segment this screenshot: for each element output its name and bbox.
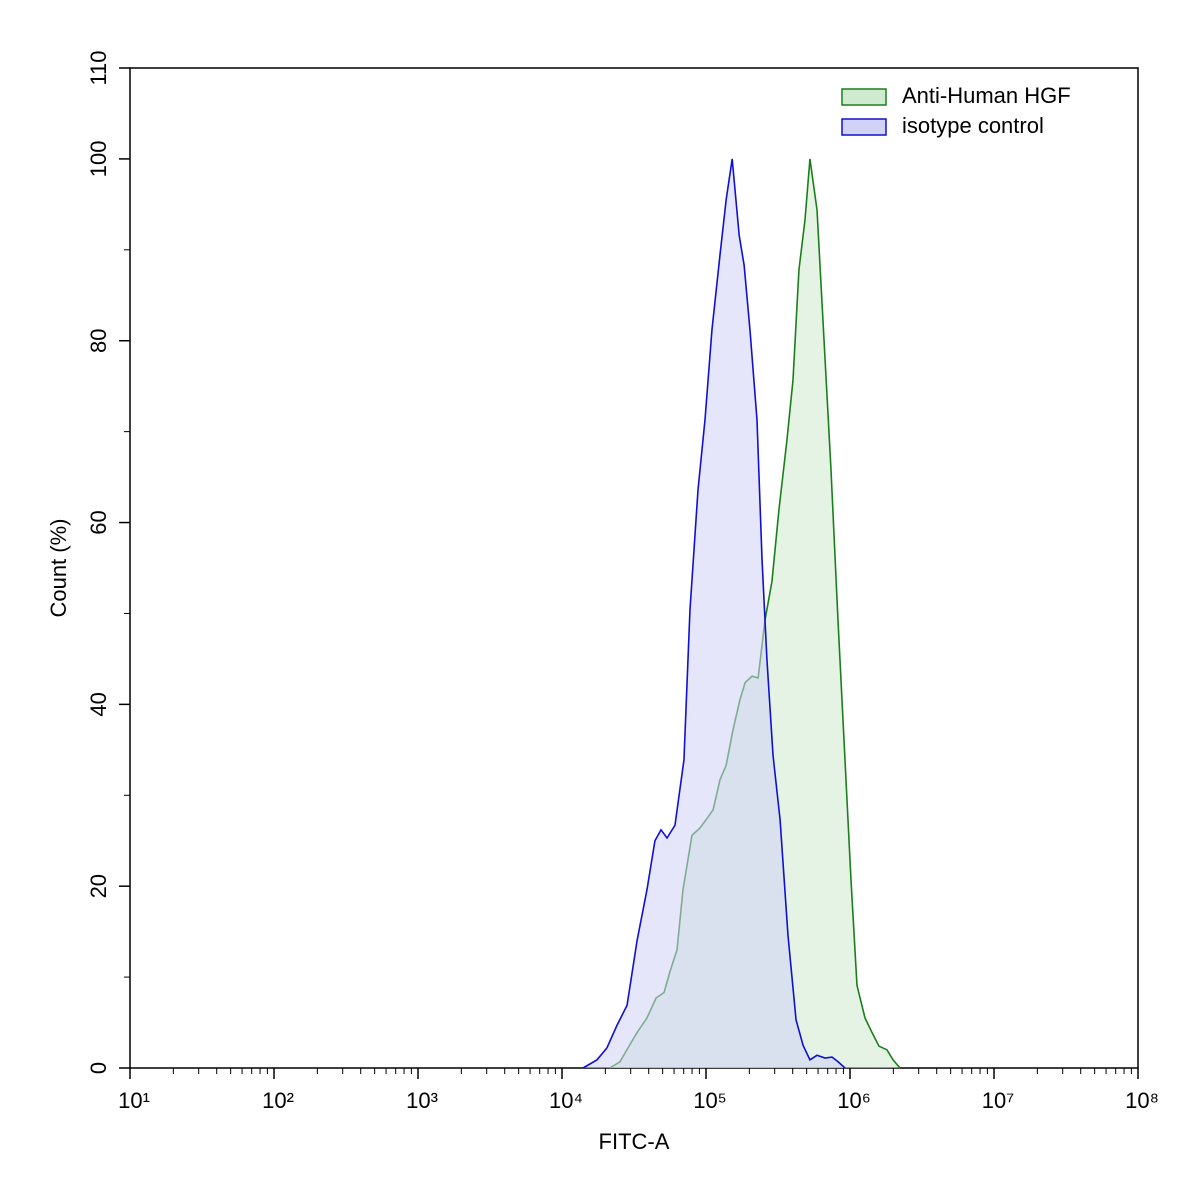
y-tick-label: 40 (86, 692, 111, 716)
y-axis-label: Count (%) (46, 518, 71, 617)
y-tick-label: 100 (86, 141, 111, 178)
x-tick-label: 10⁸ (1125, 1088, 1159, 1113)
legend-label: Anti-Human HGF (902, 83, 1071, 108)
y-tick-label: 110 (86, 50, 111, 85)
x-tick-label: 10² (262, 1088, 294, 1113)
legend-swatch (841, 88, 887, 106)
x-tick-label: 10⁴ (549, 1088, 583, 1113)
x-tick-label: 10³ (406, 1088, 438, 1113)
x-tick-label: 10⁷ (982, 1088, 1014, 1113)
line (582, 158, 846, 1069)
y-tick-label: 20 (86, 874, 111, 898)
legend-label: isotype control (902, 113, 1044, 138)
y-tick-label: 0 (86, 1062, 111, 1074)
x-tick-label: 10⁵ (693, 1088, 727, 1113)
x-tick-label: 10¹ (118, 1088, 150, 1113)
x-axis-label: FITC-A (599, 1129, 670, 1154)
y-tick-label: 60 (86, 510, 111, 534)
area-fill (609, 158, 900, 1068)
plot-frame (129, 67, 1139, 1069)
legend-swatch (841, 118, 887, 136)
y-tick-label: 80 (86, 328, 111, 352)
x-tick-label: 10⁶ (837, 1088, 871, 1113)
area-fill (583, 158, 845, 1068)
